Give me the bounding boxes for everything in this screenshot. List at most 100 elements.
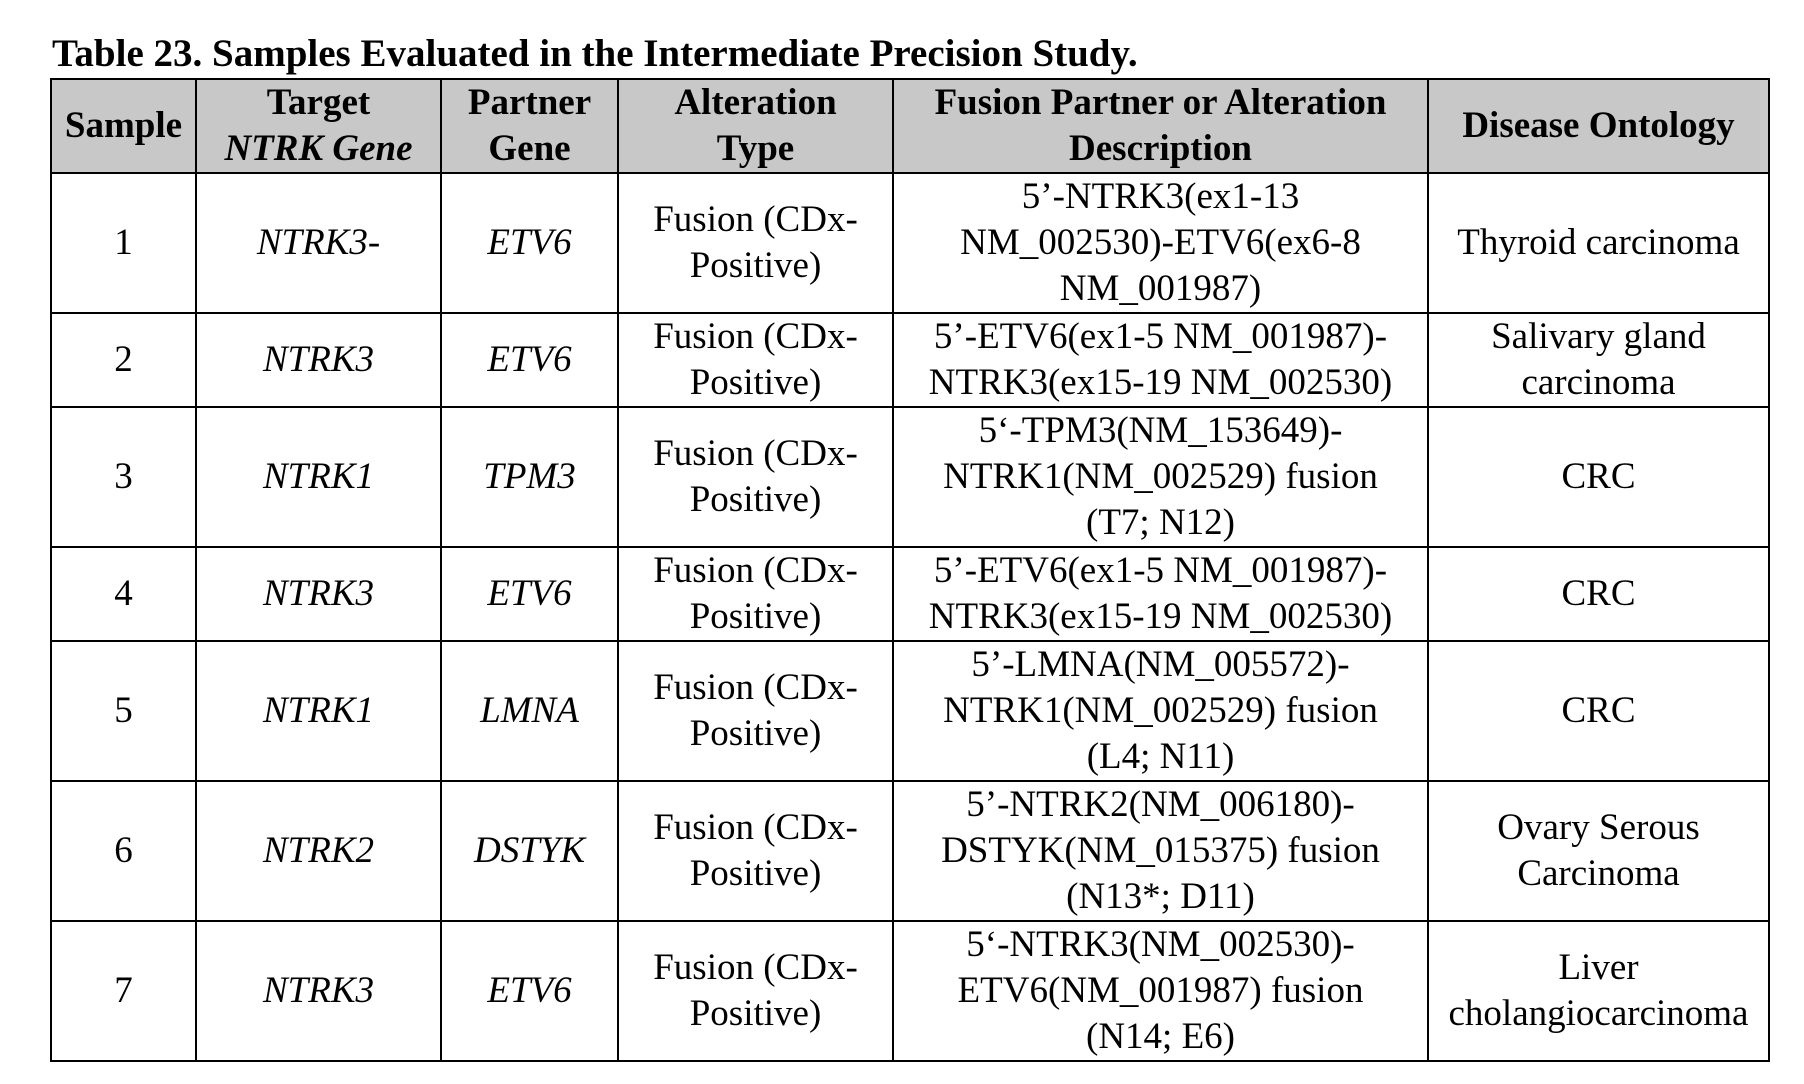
disease-line: Salivary gland [1491,316,1706,357]
cell-disease-ontology: Ovary Serous Carcinoma [1427,780,1770,922]
cell-partner-gene: ETV6 [440,920,619,1062]
cell-disease-ontology: CRC [1427,406,1770,548]
header-alteration-type: Alteration Type [617,78,894,174]
cell-sample: 2 [50,312,197,408]
disease-line: CRC [1561,573,1636,614]
header-alteration-line-1: Alteration [674,82,837,123]
table-row: 1 NTRK3- ETV6 Fusion (CDx- Positive) 5’-… [50,172,1770,314]
description-line: 5’-ETV6(ex1-5 NM_001987)- [933,550,1388,591]
cell-description: 5’-ETV6(ex1-5 NM_001987)- NTRK3(ex15-19 … [892,546,1429,642]
description-line: 5‘-NTRK3(NM_002530)- [966,924,1355,965]
header-alteration-line-2: Type [716,128,795,169]
type-line: Fusion (CDx- [653,667,858,708]
type-line: Fusion (CDx- [653,807,858,848]
cell-disease-ontology: Liver cholangiocarcinoma [1427,920,1770,1062]
table-row: 3 NTRK1 TPM3 Fusion (CDx- Positive) 5‘-T… [50,406,1770,548]
header-description-line-2: Description [1069,128,1252,169]
description-line: DSTYK(NM_015375) fusion [941,830,1380,871]
description-line: 5’-LMNA(NM_005572)- [971,644,1350,685]
caption-title: . Samples Evaluated in the Intermediate … [192,32,1138,75]
header-target-gene: Target NTRK Gene [195,78,442,174]
header-row: Sample Target NTRK Gene Partner Gene Alt… [50,78,1770,174]
type-line: Fusion (CDx- [653,433,858,474]
header-partner-line-1: Partner [467,82,592,123]
header-partner-gene: Partner Gene [440,78,619,174]
type-line: Positive) [689,479,822,520]
description-line: NM_002530)-ETV6(ex6-8 [960,222,1361,263]
description-line: (N13*; D11) [1066,876,1255,917]
description-line: ETV6(NM_001987) fusion [957,970,1364,1011]
disease-line: Thyroid carcinoma [1457,222,1740,263]
cell-description: 5’-NTRK2(NM_006180)- DSTYK(NM_015375) fu… [892,780,1429,922]
cell-alteration-type: Fusion (CDx- Positive) [617,406,894,548]
cell-sample: 3 [50,406,197,548]
type-line: Positive) [689,853,822,894]
cell-disease-ontology: Salivary gland carcinoma [1427,312,1770,408]
disease-line: Liver [1558,947,1639,988]
cell-disease-ontology: Thyroid carcinoma [1427,172,1770,314]
description-line: NTRK1(NM_002529) fusion [943,456,1378,497]
table-row: 5 NTRK1 LMNA Fusion (CDx- Positive) 5’-L… [50,640,1770,782]
cell-partner-gene: TPM3 [440,406,619,548]
description-line: 5’-NTRK2(NM_006180)- [966,784,1355,825]
description-line: NTRK3(ex15-19 NM_002530) [928,362,1393,403]
disease-line: carcinoma [1521,362,1676,403]
description-line: (N14; E6) [1086,1016,1235,1057]
caption-label: Table 23 [52,32,193,75]
cell-alteration-type: Fusion (CDx- Positive) [617,546,894,642]
cell-description: 5‘-NTRK3(NM_002530)- ETV6(NM_001987) fus… [892,920,1429,1062]
cell-partner-gene: ETV6 [440,546,619,642]
cell-disease-ontology: CRC [1427,640,1770,782]
cell-disease-ontology: CRC [1427,546,1770,642]
cell-partner-gene: ETV6 [440,172,619,314]
cell-description: 5’-ETV6(ex1-5 NM_001987)- NTRK3(ex15-19 … [892,312,1429,408]
cell-target-gene: NTRK3 [195,312,442,408]
disease-line: Ovary Serous [1497,807,1700,848]
description-line: (T7; N12) [1086,502,1235,543]
cell-target-gene: NTRK1 [195,406,442,548]
table-row: 6 NTRK2 DSTYK Fusion (CDx- Positive) 5’-… [50,780,1770,922]
type-line: Fusion (CDx- [653,947,858,988]
cell-sample: 6 [50,780,197,922]
samples-table: Sample Target NTRK Gene Partner Gene Alt… [50,78,1770,1062]
description-line: 5’-NTRK3(ex1-13 [1021,176,1300,217]
disease-line: Carcinoma [1517,853,1680,894]
header-target-line-2: NTRK Gene [224,128,413,169]
description-line: NTRK3(ex15-19 NM_002530) [928,596,1393,637]
type-line: Fusion (CDx- [653,550,858,591]
description-line: NTRK1(NM_002529) fusion [943,690,1378,731]
cell-partner-gene: ETV6 [440,312,619,408]
header-target-line-1: Target [266,82,371,123]
table-row: 4 NTRK3 ETV6 Fusion (CDx- Positive) 5’-E… [50,546,1770,642]
cell-target-gene: NTRK3- [195,172,442,314]
disease-line: CRC [1561,690,1636,731]
cell-description: 5‘-TPM3(NM_153649)- NTRK1(NM_002529) fus… [892,406,1429,548]
cell-alteration-type: Fusion (CDx- Positive) [617,920,894,1062]
cell-description: 5’-LMNA(NM_005572)- NTRK1(NM_002529) fus… [892,640,1429,782]
table-caption: Table 23. Samples Evaluated in the Inter… [52,30,1138,78]
cell-partner-gene: DSTYK [440,780,619,922]
type-line: Positive) [689,596,822,637]
cell-alteration-type: Fusion (CDx- Positive) [617,312,894,408]
header-description: Fusion Partner or Alteration Description [892,78,1429,174]
cell-description: 5’-NTRK3(ex1-13 NM_002530)-ETV6(ex6-8 NM… [892,172,1429,314]
disease-line: cholangiocarcinoma [1448,993,1749,1034]
description-line: 5‘-TPM3(NM_153649)- [978,410,1343,451]
cell-sample: 5 [50,640,197,782]
cell-partner-gene: LMNA [440,640,619,782]
cell-sample: 7 [50,920,197,1062]
description-line: (L4; N11) [1086,736,1235,777]
cell-alteration-type: Fusion (CDx- Positive) [617,640,894,782]
header-description-line-1: Fusion Partner or Alteration [934,82,1387,123]
cell-alteration-type: Fusion (CDx- Positive) [617,780,894,922]
type-line: Positive) [689,245,822,286]
type-line: Fusion (CDx- [653,199,858,240]
table-row: 2 NTRK3 ETV6 Fusion (CDx- Positive) 5’-E… [50,312,1770,408]
header-disease-ontology: Disease Ontology [1427,78,1770,174]
header-partner-line-2: Gene [488,128,571,169]
type-line: Positive) [689,362,822,403]
cell-alteration-type: Fusion (CDx- Positive) [617,172,894,314]
header-sample: Sample [50,78,197,174]
cell-target-gene: NTRK2 [195,780,442,922]
cell-sample: 1 [50,172,197,314]
